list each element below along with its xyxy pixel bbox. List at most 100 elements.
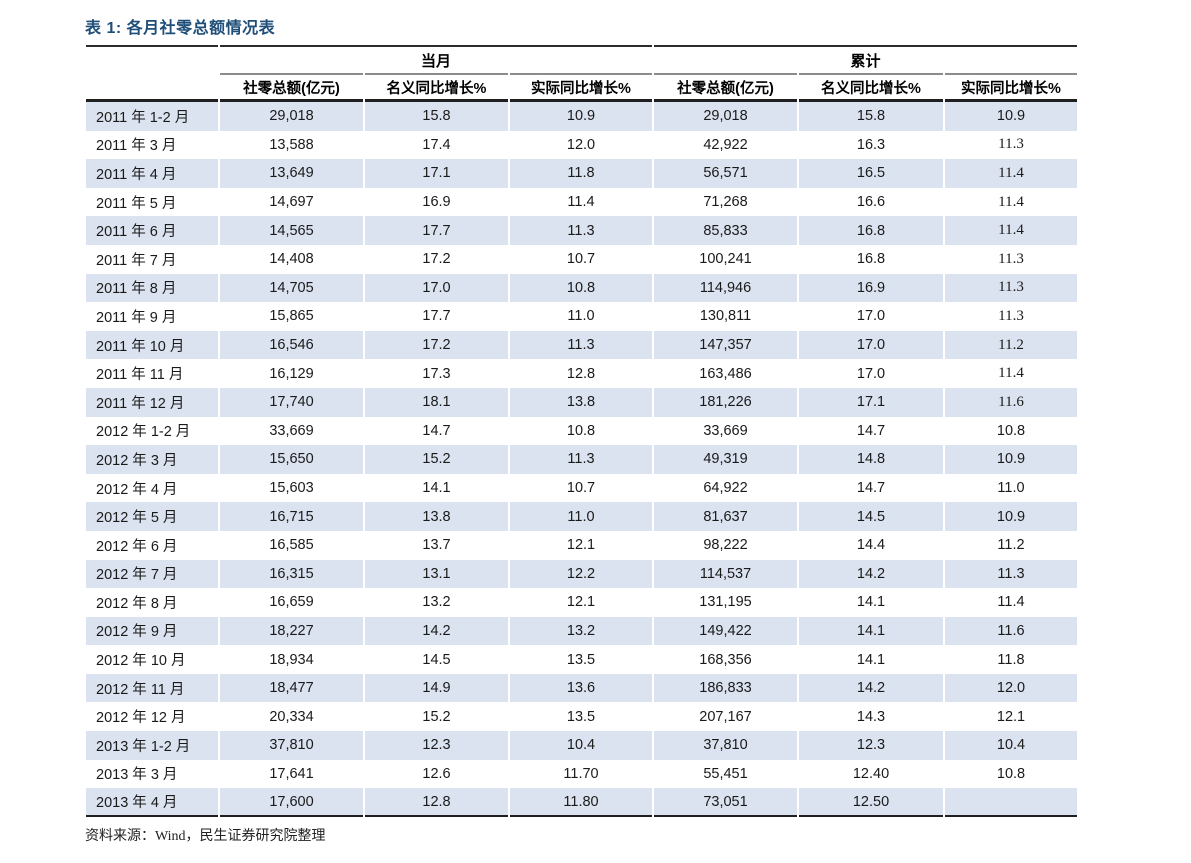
value-cell: 17.3: [422, 365, 451, 382]
value-cell: 11.4: [998, 365, 1024, 382]
row-date: 2011 年 3 月: [96, 138, 177, 155]
value-cell: 16.9: [799, 273, 943, 303]
value-cell: 15.8: [365, 102, 508, 131]
value-cell: 186,833: [654, 673, 797, 703]
value-cell: 11.3: [510, 330, 652, 360]
value-cell: 14.1: [799, 616, 943, 646]
value-cell: 17.7: [422, 308, 451, 325]
value-cell: 29,018: [654, 102, 797, 131]
value-cell: 17.4: [422, 136, 451, 153]
value-cell: 14,408: [269, 251, 314, 268]
row-date: 2011 年 1-2 月: [86, 102, 218, 131]
value-cell: 14.4: [856, 537, 886, 554]
value-cell: 17.7: [365, 216, 508, 245]
table-row: 2011 年 12 月 17,740 18.1 13.8 181,226 17.1 11.6: [86, 387, 1077, 417]
value-cell: 12.50: [799, 788, 943, 817]
value-cell: 14,705: [220, 273, 363, 303]
value-cell: 15,650: [220, 445, 363, 474]
value-cell: 12.1: [996, 708, 1026, 725]
table-row: 2012 年 11 月 18,477 14.9 13.6 186,833 14.2 12.0: [86, 673, 1077, 703]
table-row: 2011 年 9 月 15,865 17.7 11.0 130,811 17.0 11.3: [86, 302, 1077, 331]
value-cell: 11.3: [945, 273, 1077, 303]
value-cell: 14,697: [269, 194, 314, 211]
value-cell: 10.7: [566, 480, 596, 497]
group-header-row: 当月 累计: [86, 45, 1077, 73]
value-cell: 14.7: [856, 480, 886, 497]
row-date: 2013 年 1-2 月: [86, 731, 218, 760]
table-section: 表 1: 各月社零总额情况表 当月 累计 社零总额(亿元): [84, 14, 1077, 845]
value-cell: 37,810: [220, 731, 363, 760]
value-cell: 14.5: [799, 502, 943, 531]
value-cell: 10.9: [945, 502, 1077, 531]
value-cell: 12.3: [365, 731, 508, 760]
value-cell: 13.8: [365, 502, 508, 531]
value-cell: 37,810: [654, 731, 797, 760]
col-header-total-cumulative: 社零总额(亿元): [654, 73, 797, 102]
value-cell: 10.4: [510, 731, 652, 760]
value-cell: 11.4: [567, 194, 595, 211]
value-cell: 11.3: [998, 136, 1024, 153]
value-cell: 114,537: [654, 559, 797, 589]
value-cell: 16.9: [422, 194, 451, 211]
value-cell: 17.0: [856, 365, 886, 382]
row-date: 2011 年 4 月: [86, 159, 218, 188]
value-cell: 11.4: [945, 216, 1077, 245]
row-date: 2011 年 9 月: [96, 309, 177, 326]
value-cell: 11.0: [567, 308, 595, 325]
value-cell: 16,546: [220, 330, 363, 360]
value-cell: 10.9: [510, 102, 652, 131]
value-cell: 207,167: [699, 708, 752, 725]
value-cell: 81,637: [654, 502, 797, 531]
value-cell: 14.5: [422, 651, 451, 668]
row-date: 2012 年 1-2 月: [96, 424, 191, 441]
table-row: 2011 年 8 月 14,705 17.0 10.8 114,946 16.9 11.3: [86, 273, 1077, 303]
value-cell: 16,585: [269, 537, 314, 554]
col-header-real-growth-cumulative: 实际同比增长%: [945, 73, 1077, 102]
value-cell: 98,222: [703, 537, 748, 554]
row-date: 2013 年 3 月: [96, 767, 178, 784]
column-header-row: 社零总额(亿元) 名义同比增长% 实际同比增长% 社零总额(亿元) 名义同比增长…: [86, 73, 1077, 102]
value-cell: 114,946: [654, 273, 797, 303]
row-date: 2011 年 10 月: [86, 330, 218, 360]
table-row: 2011 年 4 月 13,649 17.1 11.8 56,571 16.5 11.4: [86, 159, 1077, 188]
row-date: 2012 年 10 月: [96, 653, 186, 670]
value-cell: 10.9: [945, 445, 1077, 474]
table-row: 2012 年 8 月 16,659 13.2 12.1 131,195 14.1 11.4: [86, 588, 1077, 617]
value-cell: 11.3: [998, 307, 1024, 324]
value-cell: 14.1: [856, 651, 886, 668]
value-cell: 181,226: [654, 387, 797, 417]
value-cell: 13.1: [365, 559, 508, 589]
row-date: 2011 年 5 月: [96, 195, 177, 212]
col-header-nominal-growth-cumulative: 名义同比增长%: [799, 73, 943, 102]
row-date: 2012 年 8 月: [96, 595, 178, 612]
row-date: 2011 年 11 月: [96, 367, 184, 384]
value-cell: 17.2: [365, 330, 508, 360]
value-cell: 16,315: [220, 559, 363, 589]
value-cell: 11.6: [945, 387, 1077, 417]
value-cell: 12.3: [799, 731, 943, 760]
value-cell: 10.8: [996, 765, 1026, 782]
value-cell: 168,356: [699, 651, 752, 668]
table-row: 2012 年 1-2 月 33,669 14.7 10.8 33,669 14.7 10.8: [86, 417, 1077, 446]
value-cell: 14.2: [365, 616, 508, 646]
value-cell: 15.2: [365, 445, 508, 474]
value-cell: 56,571: [654, 159, 797, 188]
table-row: 2011 年 1-2 月 29,018 15.8 10.9 29,018 15.8 10.9: [86, 102, 1077, 131]
row-date: 2012 年 11 月: [86, 673, 218, 703]
value-cell: 12.0: [566, 136, 596, 153]
value-cell: 13.7: [422, 537, 451, 554]
value-cell: 17.0: [365, 273, 508, 303]
table-row: 2013 年 1-2 月 37,810 12.3 10.4 37,810 12.3 10.4: [86, 731, 1077, 760]
table-row: 2012 年 9 月 18,227 14.2 13.2 149,422 14.1 11.6: [86, 616, 1077, 646]
value-cell: 16.8: [856, 251, 886, 268]
table-title: 表 1: 各月社零总额情况表: [85, 20, 276, 37]
group-header-current-month: 当月: [220, 45, 652, 73]
value-cell: 11.4: [997, 594, 1025, 611]
value-cell: 14.2: [799, 559, 943, 589]
table-body: 2011 年 1-2 月 29,018 15.8 10.9 29,018 15.8 10.9…: [86, 102, 1077, 817]
value-cell: 20,334: [269, 708, 314, 725]
value-cell: 12.0: [945, 673, 1077, 703]
value-cell: 16,659: [269, 594, 314, 611]
value-cell: 18.1: [365, 387, 508, 417]
value-cell: 17.1: [799, 387, 943, 417]
